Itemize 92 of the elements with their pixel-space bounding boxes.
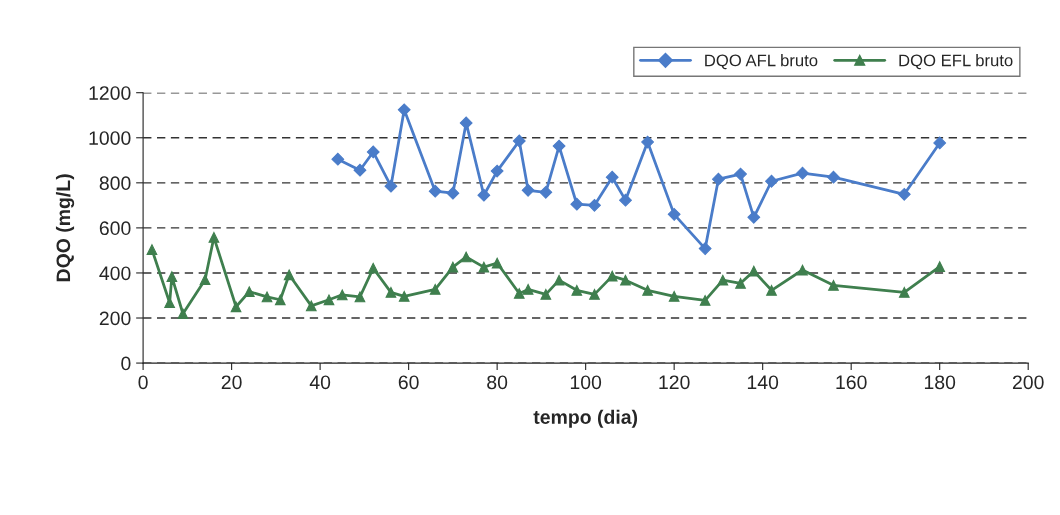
point bbox=[765, 174, 778, 188]
point bbox=[766, 284, 777, 296]
point bbox=[397, 103, 411, 117]
point bbox=[522, 284, 534, 295]
point bbox=[398, 291, 410, 302]
point bbox=[571, 284, 583, 296]
x-axis-title: tempo (dia) bbox=[533, 409, 638, 428]
point bbox=[897, 187, 911, 201]
point bbox=[367, 262, 379, 274]
x-tick-label: 160 bbox=[836, 375, 867, 390]
x-tick-label: 20 bbox=[221, 375, 242, 390]
point bbox=[459, 116, 473, 130]
point bbox=[208, 231, 220, 243]
point bbox=[796, 166, 809, 180]
point bbox=[898, 286, 910, 298]
point bbox=[177, 308, 189, 320]
point bbox=[521, 183, 535, 197]
point bbox=[491, 257, 503, 269]
y-tick-label: 1200 bbox=[89, 86, 131, 100]
point bbox=[354, 291, 366, 303]
point bbox=[166, 271, 178, 282]
x-tick-label: 200 bbox=[1012, 375, 1044, 390]
point bbox=[589, 288, 600, 300]
point bbox=[734, 167, 747, 181]
point bbox=[552, 139, 566, 153]
x-tick-label: 180 bbox=[924, 375, 956, 390]
point bbox=[540, 288, 552, 300]
point bbox=[274, 294, 286, 306]
y-tick-label: 400 bbox=[99, 266, 131, 281]
point bbox=[490, 164, 504, 178]
point bbox=[384, 179, 398, 193]
x-tick-label: 80 bbox=[487, 375, 508, 390]
point bbox=[827, 170, 840, 184]
point bbox=[570, 197, 584, 211]
point bbox=[933, 136, 947, 150]
point bbox=[446, 186, 460, 200]
point bbox=[717, 274, 729, 286]
point bbox=[747, 210, 761, 224]
point bbox=[698, 242, 712, 256]
point bbox=[283, 269, 295, 281]
point bbox=[553, 274, 565, 286]
x-tick-label: 0 bbox=[138, 375, 148, 390]
point bbox=[353, 163, 367, 177]
point bbox=[199, 274, 211, 286]
point bbox=[460, 251, 472, 263]
x-tick-label: 120 bbox=[659, 375, 690, 390]
point bbox=[428, 184, 442, 198]
y-axis-title: DQO (mg/L) bbox=[55, 174, 75, 282]
point bbox=[477, 188, 491, 202]
point bbox=[605, 170, 619, 184]
x-tick-label: 40 bbox=[309, 375, 331, 390]
point bbox=[606, 270, 618, 282]
point bbox=[712, 172, 725, 186]
point bbox=[668, 291, 680, 302]
point bbox=[385, 286, 397, 298]
point bbox=[243, 286, 255, 298]
x-tick-label: 140 bbox=[747, 375, 779, 390]
point bbox=[619, 193, 632, 207]
x-tick-label: 100 bbox=[570, 375, 602, 390]
point bbox=[447, 261, 459, 273]
y-tick-label: 600 bbox=[99, 221, 131, 236]
point bbox=[735, 277, 746, 289]
point bbox=[588, 198, 601, 212]
point bbox=[642, 284, 653, 296]
point bbox=[667, 207, 681, 221]
point bbox=[429, 284, 441, 295]
point bbox=[366, 145, 380, 159]
y-tick-label: 0 bbox=[121, 356, 131, 371]
point bbox=[331, 152, 345, 166]
point bbox=[934, 261, 946, 273]
legend-label: DQO EFL bruto bbox=[899, 54, 1013, 70]
point bbox=[336, 289, 348, 301]
point bbox=[699, 295, 711, 306]
point bbox=[513, 288, 525, 299]
point bbox=[828, 279, 839, 291]
point bbox=[230, 301, 242, 313]
point bbox=[797, 264, 808, 276]
point bbox=[323, 294, 335, 306]
point bbox=[512, 134, 526, 148]
point bbox=[748, 265, 760, 277]
point bbox=[539, 185, 553, 199]
point bbox=[146, 244, 158, 255]
point bbox=[620, 274, 631, 286]
y-tick-label: 200 bbox=[99, 311, 131, 326]
legend-label: DQO AFL bruto bbox=[705, 54, 818, 70]
point bbox=[478, 261, 490, 273]
x-tick-label: 60 bbox=[398, 375, 419, 390]
point bbox=[641, 135, 655, 149]
y-tick-label: 800 bbox=[99, 176, 131, 191]
point bbox=[261, 291, 273, 303]
point bbox=[305, 300, 317, 312]
y-tick-label: 1000 bbox=[89, 131, 131, 145]
